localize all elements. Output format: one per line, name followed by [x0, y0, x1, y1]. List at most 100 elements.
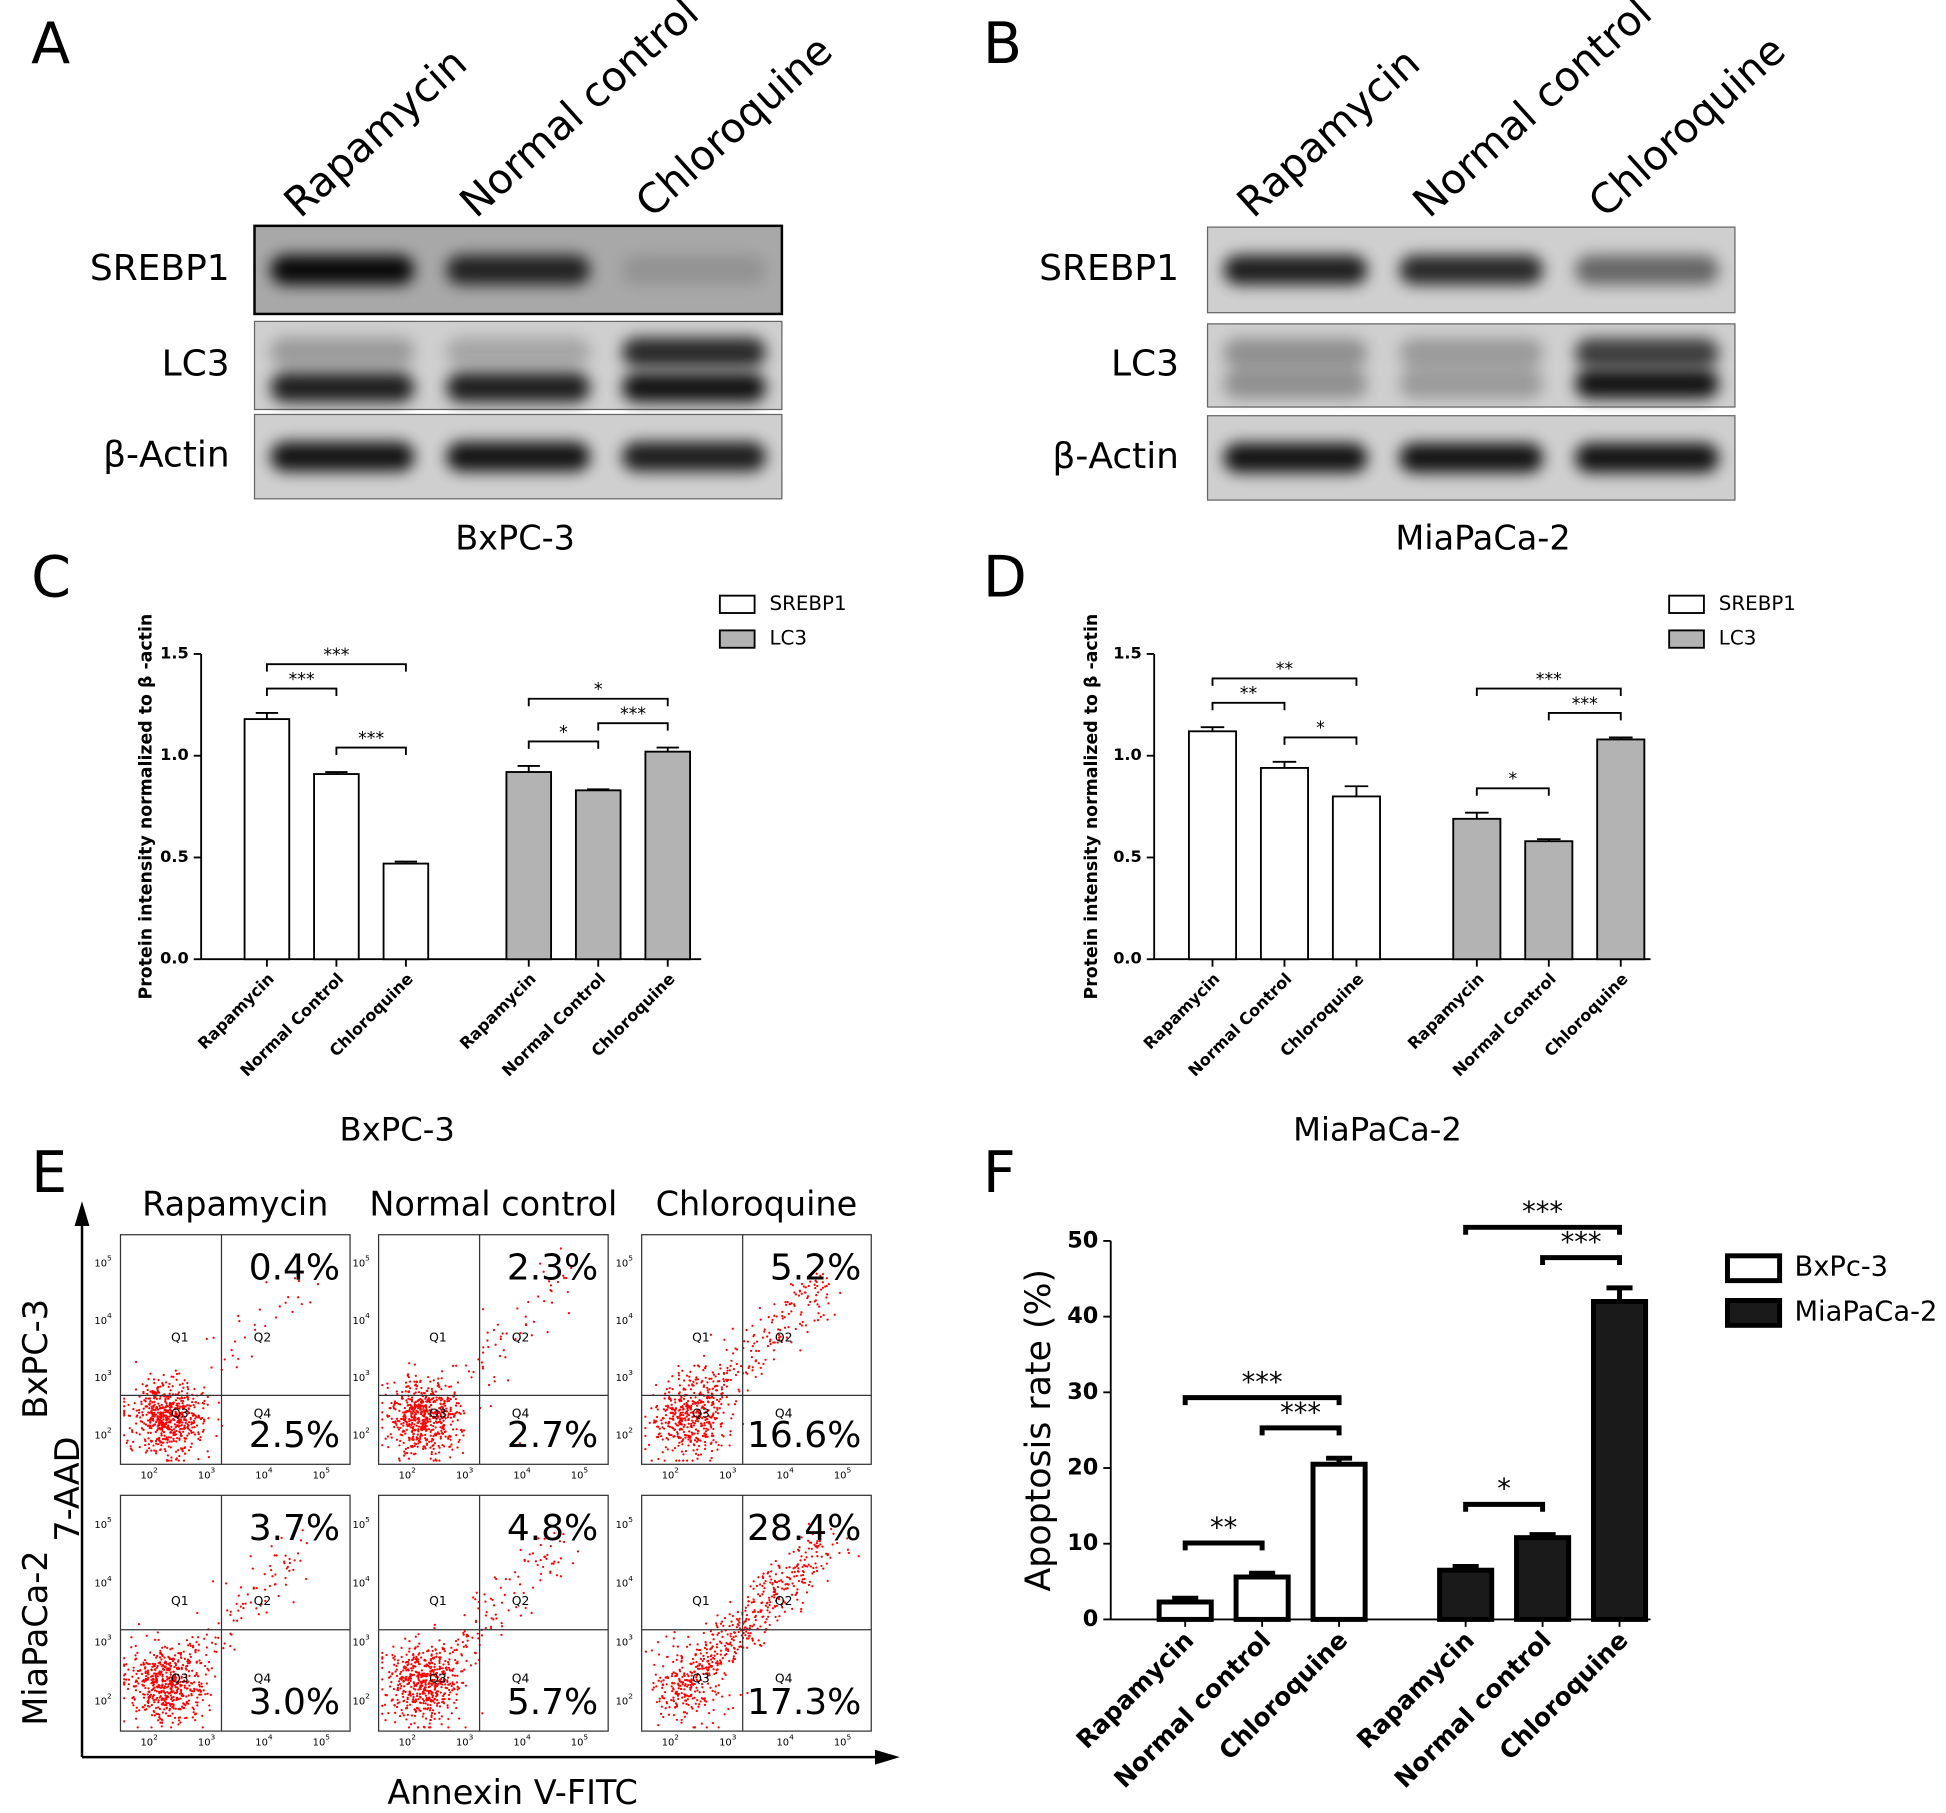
flow-dot: [436, 1699, 438, 1701]
flow-dot: [145, 1397, 147, 1399]
flow-dot: [199, 1436, 201, 1438]
upper-right-percent: 2.3%: [507, 1247, 598, 1288]
flow-dot: [401, 1712, 403, 1714]
flow-dot: [798, 1550, 800, 1552]
flow-dot: [170, 1446, 172, 1448]
flow-dot: [433, 1448, 435, 1450]
flow-dot: [166, 1647, 168, 1649]
flow-dot: [135, 1361, 137, 1363]
flow-dot: [218, 1402, 220, 1404]
flow-dot: [753, 1624, 755, 1626]
flow-dot: [781, 1572, 783, 1574]
flow-dot: [413, 1423, 415, 1425]
flow-dot: [688, 1406, 690, 1408]
flow-dot: [490, 1598, 492, 1600]
x-axis-label: MiaPaCa-2: [1293, 1111, 1462, 1149]
flow-tick-exponent: 2: [628, 1426, 633, 1435]
flow-dot: [161, 1430, 163, 1432]
flow-dot: [198, 1681, 200, 1683]
flow-dot: [172, 1722, 174, 1724]
flow-dot: [244, 1336, 246, 1338]
flow-dot: [168, 1383, 170, 1385]
flow-dot: [711, 1404, 713, 1406]
flow-dot: [708, 1663, 710, 1665]
flow-dot: [415, 1671, 417, 1673]
flow-dot: [423, 1690, 425, 1692]
flow-dot: [403, 1700, 405, 1702]
flow-dot: [798, 1580, 800, 1582]
flow-dot: [434, 1688, 436, 1690]
flow-dot: [155, 1440, 157, 1442]
flow-dot: [393, 1704, 395, 1706]
flow-dot: [147, 1378, 149, 1380]
flow-dot: [394, 1659, 396, 1661]
flow-tick-exponent: 3: [732, 1466, 737, 1475]
flow-dot: [408, 1457, 410, 1459]
flow-dot: [785, 1304, 787, 1306]
flow-dot: [397, 1426, 399, 1428]
flow-dot: [438, 1386, 440, 1388]
flow-dot: [463, 1614, 465, 1616]
flow-dot: [184, 1427, 186, 1429]
flow-dot: [409, 1398, 411, 1400]
flow-dot: [459, 1439, 461, 1441]
flow-dot: [768, 1597, 770, 1599]
flow-dot: [186, 1435, 188, 1437]
y-tick-label: 40: [1067, 1303, 1098, 1329]
flow-dot: [435, 1649, 437, 1651]
flow-dot: [297, 1296, 299, 1298]
flow-dot: [288, 1570, 290, 1572]
flow-dot: [232, 1354, 234, 1356]
flow-dot: [155, 1698, 157, 1700]
flow-dot: [726, 1372, 728, 1374]
flow-dot: [438, 1718, 440, 1720]
flow-tick-exponent: 5: [583, 1466, 588, 1475]
flow-dot: [414, 1715, 416, 1717]
flow-dot: [450, 1398, 452, 1400]
flow-dot: [672, 1645, 674, 1647]
flow-dot: [136, 1414, 138, 1416]
flow-dot: [405, 1399, 407, 1401]
flow-dot: [157, 1665, 159, 1667]
flow-dot: [705, 1644, 707, 1646]
flow-dot: [755, 1359, 757, 1361]
flow-dot: [663, 1679, 665, 1681]
flow-dot: [767, 1606, 769, 1608]
flow-dot: [719, 1398, 721, 1400]
flow-dot: [657, 1458, 659, 1460]
flow-dot: [809, 1301, 811, 1303]
blot-band: [270, 255, 414, 285]
flow-dot: [155, 1442, 157, 1444]
flow-dot: [472, 1596, 474, 1598]
flow-dot: [144, 1440, 146, 1442]
quadrant-label: Q2: [775, 1330, 793, 1345]
flow-dot: [681, 1719, 683, 1721]
legend-swatch: [1669, 630, 1704, 647]
flow-dot: [408, 1410, 410, 1412]
flow-dot: [391, 1437, 393, 1439]
flow-dot: [173, 1440, 175, 1442]
flow-dot: [568, 1312, 570, 1314]
flow-dot: [151, 1714, 153, 1716]
flow-dot: [138, 1412, 140, 1414]
flow-dot: [700, 1453, 702, 1455]
flow-tick-exponent: 3: [107, 1633, 112, 1642]
flow-dot: [731, 1644, 733, 1646]
flow-dot: [665, 1405, 667, 1407]
flow-dot: [439, 1705, 441, 1707]
flow-dot: [681, 1418, 683, 1420]
flow-dot: [410, 1413, 412, 1415]
flow-dot: [675, 1702, 677, 1704]
flow-dot: [701, 1723, 703, 1725]
flow-dot: [737, 1648, 739, 1650]
flow-dot: [662, 1716, 664, 1718]
flow-dot: [431, 1388, 433, 1390]
flow-dot: [440, 1692, 442, 1694]
flow-dot: [786, 1576, 788, 1578]
flow-dot: [161, 1404, 163, 1406]
flow-dot: [182, 1702, 184, 1704]
quadrant-label: Q2: [775, 1593, 793, 1608]
flow-dot: [681, 1451, 683, 1453]
flow-dot: [759, 1644, 761, 1646]
flow-dot: [164, 1680, 166, 1682]
